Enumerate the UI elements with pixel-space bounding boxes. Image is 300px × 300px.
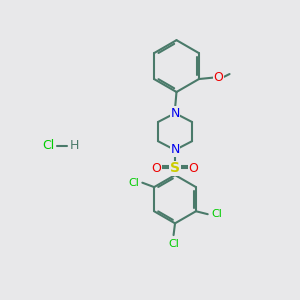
Text: N: N — [170, 143, 180, 157]
Text: Cl: Cl — [42, 139, 55, 152]
Text: N: N — [170, 107, 180, 120]
Text: Cl: Cl — [212, 209, 223, 219]
Text: Cl: Cl — [128, 178, 139, 188]
Text: O: O — [152, 162, 161, 175]
Text: O: O — [189, 162, 199, 175]
Text: H: H — [70, 139, 80, 152]
Text: O: O — [214, 71, 224, 84]
Text: Cl: Cl — [168, 239, 179, 249]
Text: S: S — [170, 161, 180, 175]
